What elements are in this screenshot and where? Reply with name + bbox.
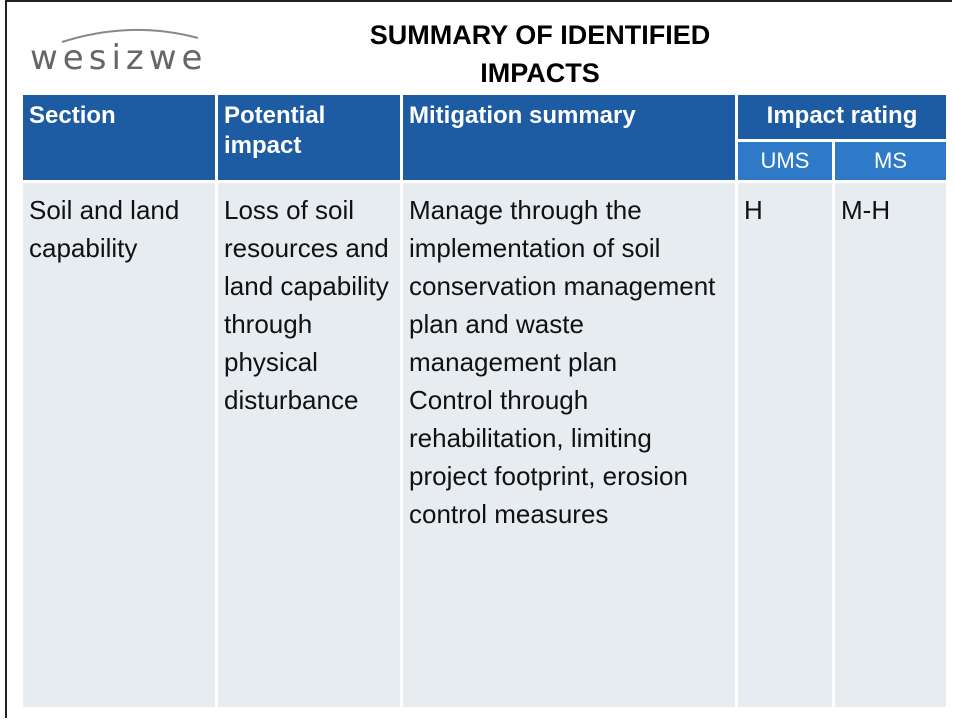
table-cell: H xyxy=(735,180,835,710)
subcolumn-header: MS xyxy=(831,139,950,183)
table-cell: Soil and land capability xyxy=(20,180,218,710)
cell-text: Control through rehabilitation, limiting… xyxy=(409,385,688,529)
table-cell: Manage through the implementation of soi… xyxy=(400,180,738,710)
column-header: Section xyxy=(20,92,218,183)
logo: wesizwe xyxy=(30,38,208,78)
cell-text: M-H xyxy=(841,195,891,225)
cell-text: Loss of soil resources and land capabili… xyxy=(224,195,389,415)
table-row: Soil and land capability Loss of soil res… xyxy=(20,180,950,710)
column-header: Impact rating xyxy=(734,92,950,142)
title: SUMMARY OF IDENTIFIED IMPACTS xyxy=(369,20,711,88)
cell-text: H xyxy=(744,195,763,225)
cell-text: Soil and land capability xyxy=(29,195,180,263)
table-cell: Loss of soil resources and land capabili… xyxy=(215,180,403,710)
cell-text: Manage through the implementation of soi… xyxy=(409,195,716,377)
table-body: Soil and land capability Loss of soil res… xyxy=(20,180,950,710)
column-header: Potential impact xyxy=(215,92,403,183)
frame xyxy=(5,0,952,718)
table-cell: M-H xyxy=(831,180,950,710)
subcolumn-header: UMS xyxy=(735,139,835,183)
impact-table: Section Potential impact Mitigation summ… xyxy=(20,92,950,710)
column-header: Mitigation summary xyxy=(400,92,738,183)
logo-swoosh xyxy=(61,28,199,43)
